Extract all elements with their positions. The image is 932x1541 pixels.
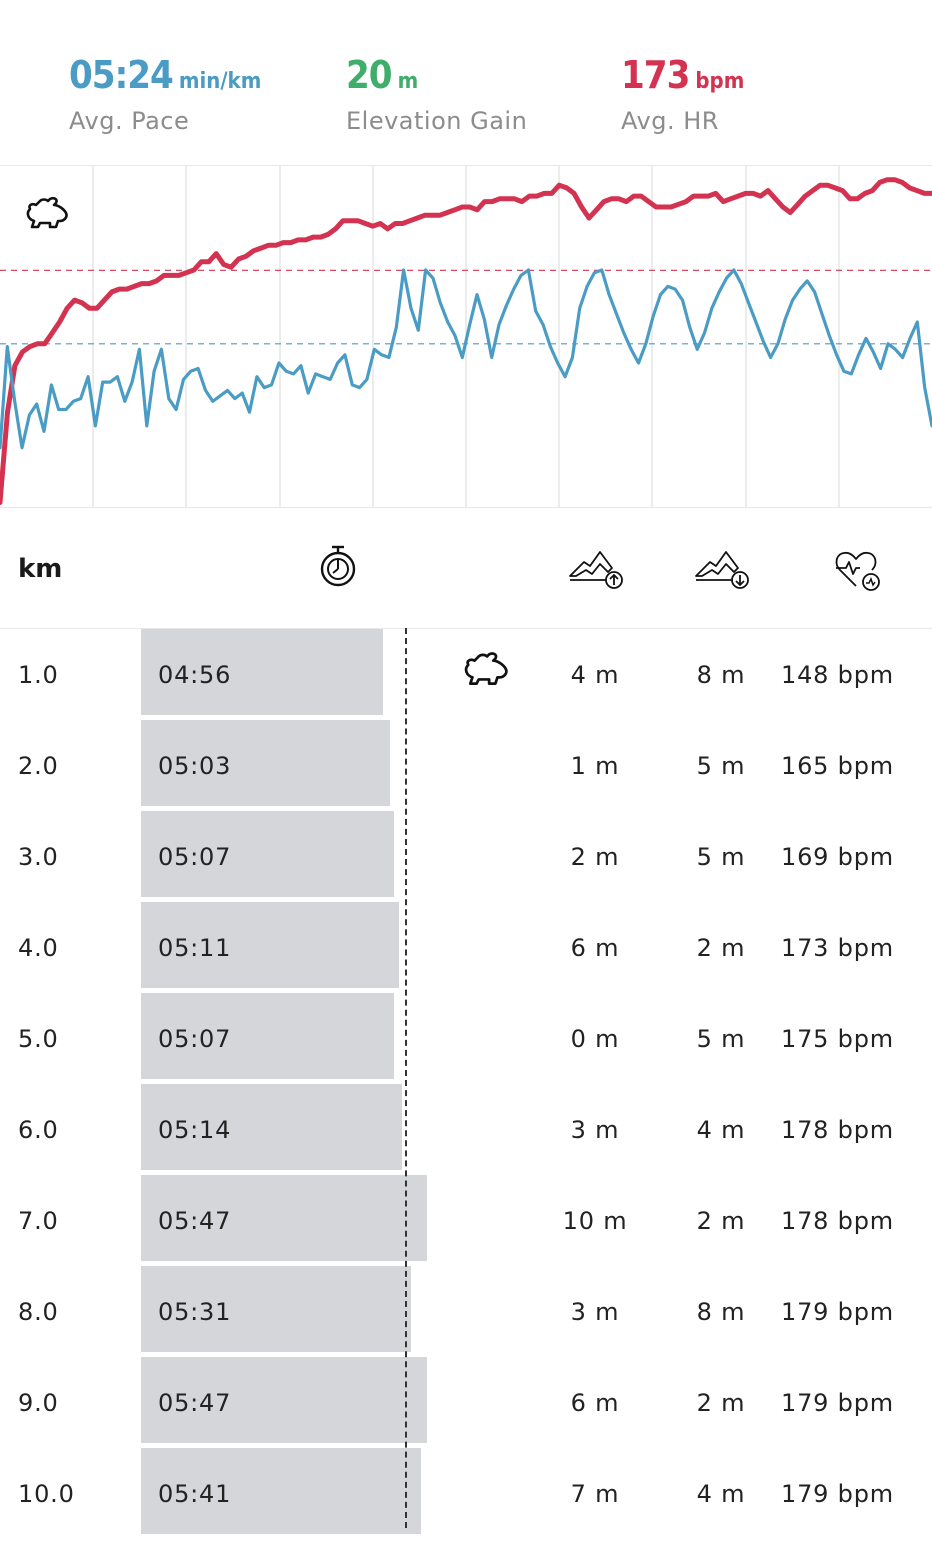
split-row[interactable]: 10.0 05:41 7 m 4 m 179 bpm xyxy=(0,1447,932,1538)
elevation-up-cell: 3 m xyxy=(570,1298,620,1326)
elevation-gain-value: 20 xyxy=(346,53,393,97)
elevation-up-cell: 4 m xyxy=(570,661,620,689)
pace-cell: 05:47 xyxy=(158,1389,232,1417)
km-cell: 10.0 xyxy=(18,1480,75,1508)
elevation-down-cell: 2 m xyxy=(696,1207,746,1235)
elevation-down-cell: 5 m xyxy=(696,1025,746,1053)
chart-svg xyxy=(0,166,932,508)
km-column-header: km xyxy=(18,554,63,584)
hr-cell: 175 bpm xyxy=(781,1025,894,1053)
elevation-down-cell: 4 m xyxy=(696,1480,746,1508)
split-row[interactable]: 2.0 05:03 1 m 5 m 165 bpm xyxy=(0,719,932,810)
pace-cell: 05:41 xyxy=(158,1480,232,1508)
elevation-up-cell: 6 m xyxy=(570,934,620,962)
elevation-down-cell: 8 m xyxy=(696,661,746,689)
elevation-up-cell: 6 m xyxy=(570,1389,620,1417)
avg-hr-label: Avg. HR xyxy=(621,107,719,135)
avg-pace-stat: 05:24 min/km Avg. Pace xyxy=(69,52,261,135)
pace-bar xyxy=(141,993,394,1079)
pace-bar xyxy=(141,1175,427,1261)
pace-cell: 05:11 xyxy=(158,934,232,962)
avg-pace-label: Avg. Pace xyxy=(69,107,190,135)
pace-bar xyxy=(141,1084,402,1170)
km-cell: 1.0 xyxy=(18,661,59,689)
avg-hr-stat: 173 bpm Avg. HR xyxy=(621,52,744,135)
avg-hr-unit: bpm xyxy=(695,69,745,94)
split-row[interactable]: 4.0 05:11 6 m 2 m 173 bpm xyxy=(0,901,932,992)
elevation-up-cell: 10 m xyxy=(562,1207,628,1235)
elevation-down-cell: 2 m xyxy=(696,1389,746,1417)
pace-cell: 05:47 xyxy=(158,1207,232,1235)
hr-series-line xyxy=(0,177,932,505)
pace-bar xyxy=(141,811,394,897)
pace-cell: 05:07 xyxy=(158,1025,232,1053)
pace-bar xyxy=(141,1448,421,1534)
pace-bar xyxy=(141,720,390,806)
elevation-up-cell: 1 m xyxy=(570,752,620,780)
hr-cell: 179 bpm xyxy=(781,1389,894,1417)
km-cell: 9.0 xyxy=(18,1389,59,1417)
elevation-up-cell: 0 m xyxy=(570,1025,620,1053)
avg-pace-value: 05:24 xyxy=(69,53,174,97)
km-cell: 2.0 xyxy=(18,752,59,780)
hr-cell: 178 bpm xyxy=(781,1116,894,1144)
elevation-down-icon xyxy=(695,551,749,589)
split-row[interactable]: 5.0 05:07 0 m 5 m 175 bpm xyxy=(0,992,932,1083)
hr-cell: 179 bpm xyxy=(781,1480,894,1508)
pace-cell: 05:31 xyxy=(158,1298,232,1326)
elevation-down-cell: 5 m xyxy=(696,752,746,780)
elevation-down-cell: 4 m xyxy=(696,1116,746,1144)
hr-cell: 148 bpm xyxy=(781,661,894,689)
km-cell: 4.0 xyxy=(18,934,59,962)
km-cell: 3.0 xyxy=(18,843,59,871)
avg-hr-value: 173 xyxy=(621,53,690,97)
split-row[interactable]: 9.0 05:47 6 m 2 m 179 bpm xyxy=(0,1356,932,1447)
elevation-gain-stat: 20 m Elevation Gain xyxy=(346,52,527,135)
hr-cell: 178 bpm xyxy=(781,1207,894,1235)
fastest-split-hare-icon xyxy=(464,652,508,685)
avg-pace-unit: min/km xyxy=(178,69,262,94)
average-pace-line xyxy=(405,628,407,1528)
pace-cell: 04:56 xyxy=(158,661,232,689)
pace-bar xyxy=(141,1357,427,1443)
split-row[interactable]: 3.0 05:07 2 m 5 m 169 bpm xyxy=(0,810,932,901)
elevation-gain-unit: m xyxy=(397,69,419,94)
elevation-down-cell: 2 m xyxy=(696,934,746,962)
pace-cell: 05:07 xyxy=(158,843,232,871)
pace-bar xyxy=(141,1266,411,1352)
elevation-up-cell: 7 m xyxy=(570,1480,620,1508)
elevation-down-cell: 5 m xyxy=(696,843,746,871)
km-cell: 7.0 xyxy=(18,1207,59,1235)
splits-table: 1.0 04:56 4 m 8 m 148 bpm 2.0 05:03 1 m 5 m 165 b… xyxy=(0,628,932,1536)
hr-cell: 179 bpm xyxy=(781,1298,894,1326)
heart-rate-icon xyxy=(835,551,880,591)
split-row[interactable]: 7.0 05:47 10 m 2 m 178 bpm xyxy=(0,1174,932,1265)
pace-bar xyxy=(141,629,383,715)
elevation-up-icon xyxy=(569,551,623,589)
pace-hr-chart[interactable] xyxy=(0,166,932,508)
elevation-down-cell: 8 m xyxy=(696,1298,746,1326)
elevation-gain-label: Elevation Gain xyxy=(346,107,528,135)
pace-cell: 05:14 xyxy=(158,1116,232,1144)
splits-header: km xyxy=(0,508,932,629)
split-row[interactable]: 8.0 05:31 3 m 8 m 179 bpm xyxy=(0,1265,932,1356)
hare-icon xyxy=(26,196,68,229)
stopwatch-icon xyxy=(320,545,356,587)
hr-cell: 169 bpm xyxy=(781,843,894,871)
km-cell: 5.0 xyxy=(18,1025,59,1053)
km-cell: 8.0 xyxy=(18,1298,59,1326)
hr-cell: 173 bpm xyxy=(781,934,894,962)
pace-series-line xyxy=(0,268,932,450)
elevation-up-cell: 3 m xyxy=(570,1116,620,1144)
pace-bar xyxy=(141,902,399,988)
km-cell: 6.0 xyxy=(18,1116,59,1144)
split-row[interactable]: 1.0 04:56 4 m 8 m 148 bpm xyxy=(0,628,932,719)
split-row[interactable]: 6.0 05:14 3 m 4 m 178 bpm xyxy=(0,1083,932,1174)
summary-stats: 05:24 min/km Avg. Pace 20 m Elevation Gain… xyxy=(0,0,932,166)
elevation-up-cell: 2 m xyxy=(570,843,620,871)
hr-cell: 165 bpm xyxy=(781,752,894,780)
pace-cell: 05:03 xyxy=(158,752,232,780)
